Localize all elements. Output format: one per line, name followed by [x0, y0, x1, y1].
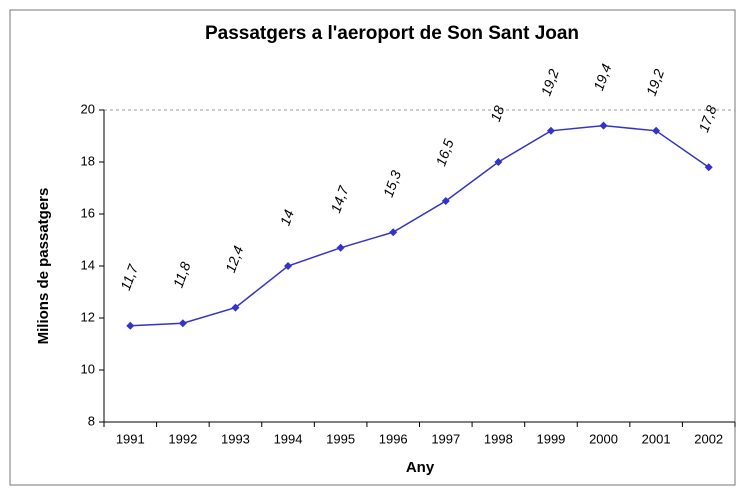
marker: [704, 163, 713, 172]
data-label: 14: [277, 207, 297, 227]
marker: [389, 228, 398, 237]
marker: [178, 319, 187, 328]
y-tick-label: 12: [81, 309, 95, 324]
x-tick-label: 1996: [379, 431, 408, 446]
y-tick-label: 10: [81, 361, 95, 376]
y-tick-label: 18: [81, 153, 95, 168]
x-tick-label: 1994: [274, 431, 303, 446]
marker: [284, 262, 293, 270]
y-tick-label: 14: [81, 257, 95, 272]
x-tick-label: 1993: [221, 431, 250, 446]
x-tick-label: 1997: [431, 431, 460, 446]
y-axis-title: Milions de passatgers: [35, 188, 52, 345]
x-tick-label: 1999: [536, 431, 565, 446]
marker: [494, 158, 503, 166]
y-tick-label: 16: [81, 205, 95, 220]
x-tick-label: 1998: [484, 431, 513, 446]
marker: [336, 243, 345, 252]
x-tick-label: 1995: [326, 431, 355, 446]
x-tick-label: 2002: [694, 431, 723, 446]
y-tick-label: 20: [81, 101, 95, 116]
line: [130, 124, 710, 327]
chart-border: [9, 9, 736, 486]
marker: [546, 126, 555, 135]
x-tick-label: 1992: [168, 431, 197, 446]
x-tick-label: 2000: [589, 431, 618, 446]
marker: [231, 303, 240, 312]
marker: [652, 126, 661, 135]
chart-title: Passatgers a l'aeroport de Son Sant Joan: [205, 23, 579, 44]
x-tick-label: 1991: [116, 431, 145, 446]
x-tick-label: 2001: [642, 431, 671, 446]
x-axis-title: Any: [406, 459, 435, 476]
marker: [441, 197, 450, 205]
y-tick-label: 8: [88, 413, 95, 428]
marker: [126, 321, 135, 330]
marker: [599, 121, 608, 130]
data-label: 18: [487, 103, 507, 123]
